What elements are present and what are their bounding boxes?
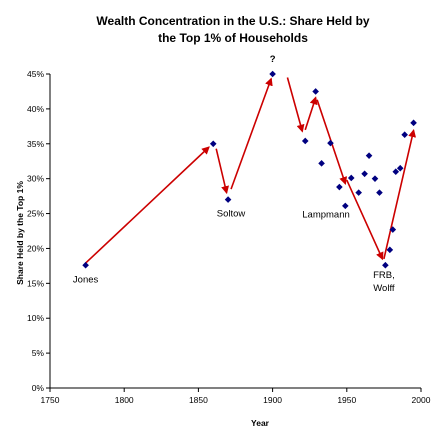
y-tick-label: 15%	[27, 278, 44, 288]
annotation-label: Jones	[73, 275, 99, 286]
x-tick-label: 1850	[189, 395, 208, 405]
data-point	[224, 196, 232, 203]
data-point	[371, 175, 379, 182]
data-point	[355, 189, 362, 196]
data-point	[396, 164, 404, 172]
x-tick-label: 1950	[337, 395, 356, 405]
data-point	[386, 246, 394, 254]
data-point	[318, 160, 325, 167]
y-tick-label: 45%	[27, 69, 44, 79]
trend-arrow	[85, 146, 210, 264]
y-tick-label: 10%	[27, 313, 44, 323]
x-tick-label: 2000	[412, 395, 431, 405]
data-point	[401, 131, 408, 139]
data-point	[269, 70, 276, 78]
y-tick-label: 5%	[32, 348, 45, 358]
x-tick-label: 1900	[263, 395, 282, 405]
data-point	[342, 202, 349, 210]
data-point	[336, 183, 343, 191]
chart-title-line-2: the Top 1% of Households	[158, 31, 308, 45]
data-point	[301, 137, 309, 145]
trend-arrow	[304, 96, 318, 131]
annotation-label: Soltow	[217, 208, 246, 219]
y-axis-title: Share Held by the Top 1%	[15, 181, 25, 285]
data-point	[361, 170, 368, 178]
chart-title-line-1: Wealth Concentration in the U.S.: Share …	[96, 14, 369, 28]
data-point	[209, 140, 217, 148]
y-tick-label: 30%	[27, 174, 44, 184]
x-tick-label: 1750	[41, 395, 60, 405]
y-tick-label: 20%	[27, 243, 44, 253]
x-axis-title: Year	[251, 418, 270, 428]
x-tick-label: 1800	[115, 395, 134, 405]
annotation-label: FRB,	[373, 270, 395, 281]
trend-arrow	[286, 77, 305, 133]
trend-arrow	[215, 148, 229, 195]
y-tick-label: 0%	[32, 383, 45, 393]
data-point	[389, 226, 397, 233]
data-point	[82, 261, 89, 269]
data-point	[365, 152, 373, 159]
data-point	[392, 168, 400, 175]
data-point	[376, 189, 383, 196]
y-tick-label: 35%	[27, 139, 44, 149]
data-point	[347, 174, 355, 182]
trend-arrow	[346, 179, 384, 261]
data-point	[312, 88, 319, 95]
trend-arrow	[230, 77, 273, 190]
plot-area: 0% 5% 10% 15% 20% 25% 30% 35% 40% 45% 1750 1800 1850…	[27, 54, 431, 405]
data-point	[382, 261, 389, 269]
annotation-label: ?	[270, 54, 276, 65]
trend-arrow	[383, 129, 417, 260]
annotation-label: Wolff	[373, 283, 395, 294]
data-point	[327, 139, 334, 147]
annotation-label: Lampmann	[302, 210, 350, 221]
data-point	[410, 119, 417, 127]
y-tick-label: 25%	[27, 209, 44, 219]
y-tick-label: 40%	[27, 104, 44, 114]
